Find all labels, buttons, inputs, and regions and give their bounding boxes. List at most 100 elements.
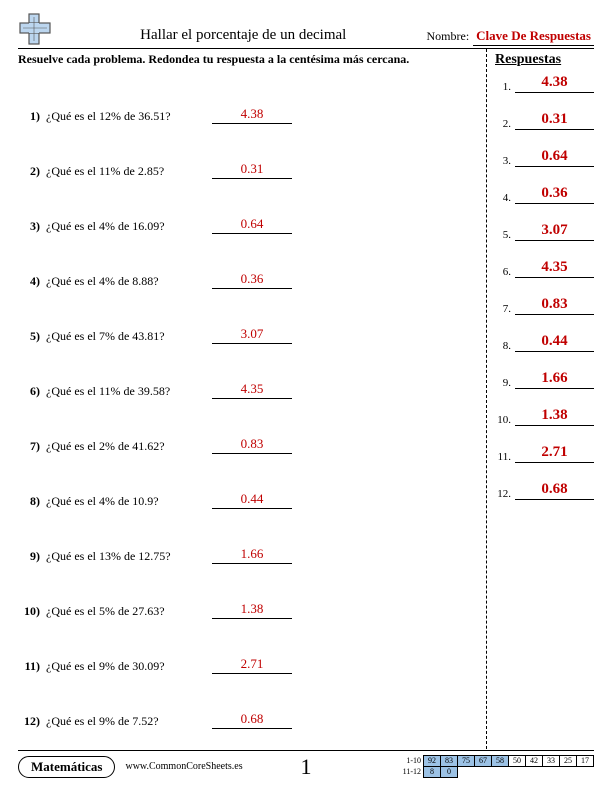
problem-number: 1) (18, 109, 44, 124)
answers-column: Respuestas 1. 4.38 2.0.31 3.0.64 4. 0.36 5… (486, 49, 594, 749)
answer-row: 2.0.31 (495, 111, 594, 130)
problem-number: 3) (18, 219, 44, 234)
answer-row: 12. 0.68 (495, 481, 594, 500)
answer-row: 11. 2.71 (495, 444, 594, 463)
answer-row: 5.3.07 (495, 222, 594, 241)
problem-answer: 4.35 (212, 381, 292, 399)
page-number: 1 (301, 754, 312, 780)
answer-number: 7. (495, 303, 511, 315)
worksheet-title: Hallar el porcentaje de un decimal (60, 27, 427, 46)
answer-value: 0.64 (515, 148, 594, 167)
problem-row: 11) ¿Qué es el 9% de 30.09? 2.71 (18, 619, 480, 674)
answers-heading: Respuestas (495, 52, 594, 68)
answer-value: 3.07 (515, 222, 594, 241)
problem-text: ¿Qué es el 4% de 16.09? (44, 219, 204, 234)
score-cell: 8 (424, 767, 441, 778)
problem-text: ¿Qué es el 7% de 43.81? (44, 329, 204, 344)
problem-text: ¿Qué es el 2% de 41.62? (44, 439, 204, 454)
answer-row: 10.1.38 (495, 407, 594, 426)
header: Hallar el porcentaje de un decimal Nombr… (18, 12, 594, 49)
problem-answer: 2.71 (212, 656, 292, 674)
problem-text: ¿Qué es el 12% de 36.51? (44, 109, 204, 124)
problem-row: 7) ¿Qué es el 2% de 41.62? 0.83 (18, 399, 480, 454)
problem-answer: 0.44 (212, 491, 292, 509)
problem-answer: 0.64 (212, 216, 292, 234)
logo-icon (18, 12, 52, 46)
score-cell: 75 (458, 756, 475, 767)
problem-number: 5) (18, 329, 44, 344)
answer-value: 0.31 (515, 111, 594, 130)
score-cell: 58 (492, 756, 509, 767)
subject-badge: Matemáticas (18, 756, 115, 778)
answer-number: 11. (495, 451, 511, 463)
answer-value: 0.68 (515, 481, 594, 500)
answer-value: 4.38 (515, 74, 594, 93)
problem-number: 4) (18, 274, 44, 289)
problem-text: ¿Qué es el 11% de 2.85? (44, 164, 204, 179)
problem-text: ¿Qué es el 9% de 30.09? (44, 659, 204, 674)
problem-number: 9) (18, 549, 44, 564)
problem-row: 9) ¿Qué es el 13% de 12.75? 1.66 (18, 509, 480, 564)
score-cell: 83 (441, 756, 458, 767)
problem-row: 3) ¿Qué es el 4% de 16.09? 0.64 (18, 179, 480, 234)
problem-answer: 1.38 (212, 601, 292, 619)
score-grid: 1-10 92 83 75 67 58 50 42 33 25 17 11-12… (398, 755, 595, 778)
answer-value: 0.83 (515, 296, 594, 315)
problem-row: 2) ¿Qué es el 11% de 2.85? 0.31 (18, 124, 480, 179)
score-row-label: 11-12 (398, 767, 424, 778)
problem-text: ¿Qué es el 9% de 7.52? (44, 714, 204, 729)
problem-number: 6) (18, 384, 44, 399)
answer-value: 0.36 (515, 185, 594, 204)
score-cell: 42 (526, 756, 543, 767)
answer-row: 6.4.35 (495, 259, 594, 278)
problem-text: ¿Qué es el 4% de 10.9? (44, 494, 204, 509)
instructions: Resuelve cada problema. Redondea tu resp… (18, 52, 480, 67)
problem-answer: 4.38 (212, 106, 292, 124)
score-cell: 0 (441, 767, 458, 778)
answer-row: 9. 1.66 (495, 370, 594, 389)
answer-number: 12. (495, 488, 511, 500)
problem-number: 12) (18, 714, 44, 729)
problem-answer: 0.36 (212, 271, 292, 289)
name-label: Nombre: (427, 29, 470, 46)
answer-value: 1.38 (515, 407, 594, 426)
problem-row: 4) ¿Qué es el 4% de 8.88? 0.36 (18, 234, 480, 289)
answer-row: 4. 0.36 (495, 185, 594, 204)
problem-number: 8) (18, 494, 44, 509)
problem-text: ¿Qué es el 4% de 8.88? (44, 274, 204, 289)
problem-row: 6) ¿Qué es el 11% de 39.58? 4.35 (18, 344, 480, 399)
score-cell: 50 (509, 756, 526, 767)
answer-number: 9. (495, 377, 511, 389)
problem-number: 7) (18, 439, 44, 454)
problem-answer: 1.66 (212, 546, 292, 564)
problem-number: 2) (18, 164, 44, 179)
score-cell: 25 (560, 756, 577, 767)
answer-row: 3.0.64 (495, 148, 594, 167)
problem-text: ¿Qué es el 13% de 12.75? (44, 549, 204, 564)
problem-row: 5) ¿Qué es el 7% de 43.81? 3.07 (18, 289, 480, 344)
problem-row: 8) ¿Qué es el 4% de 10.9? 0.44 (18, 454, 480, 509)
answer-row: 8. 0.44 (495, 333, 594, 352)
answer-value: 2.71 (515, 444, 594, 463)
problem-number: 10) (18, 604, 44, 619)
problem-text: ¿Qué es el 11% de 39.58? (44, 384, 204, 399)
score-cell: 92 (424, 756, 441, 767)
score-cell: 17 (577, 756, 594, 767)
problem-answer: 0.83 (212, 436, 292, 454)
problem-number: 11) (18, 659, 44, 674)
score-row-label: 1-10 (398, 756, 424, 767)
source-url: www.CommonCoreSheets.es (125, 761, 242, 772)
problem-text: ¿Qué es el 5% de 27.63? (44, 604, 204, 619)
answer-number: 1. (495, 81, 511, 93)
answer-value: 4.35 (515, 259, 594, 278)
problem-row: 10) ¿Qué es el 5% de 27.63? 1.38 (18, 564, 480, 619)
answer-value: 1.66 (515, 370, 594, 389)
answer-value: 0.44 (515, 333, 594, 352)
answer-row: 1. 4.38 (495, 74, 594, 93)
problem-answer: 0.31 (212, 161, 292, 179)
answer-number: 8. (495, 340, 511, 352)
problems-column: Resuelve cada problema. Redondea tu resp… (18, 49, 486, 749)
problem-answer: 0.68 (212, 711, 292, 729)
answer-number: 4. (495, 192, 511, 204)
score-cell: 33 (543, 756, 560, 767)
